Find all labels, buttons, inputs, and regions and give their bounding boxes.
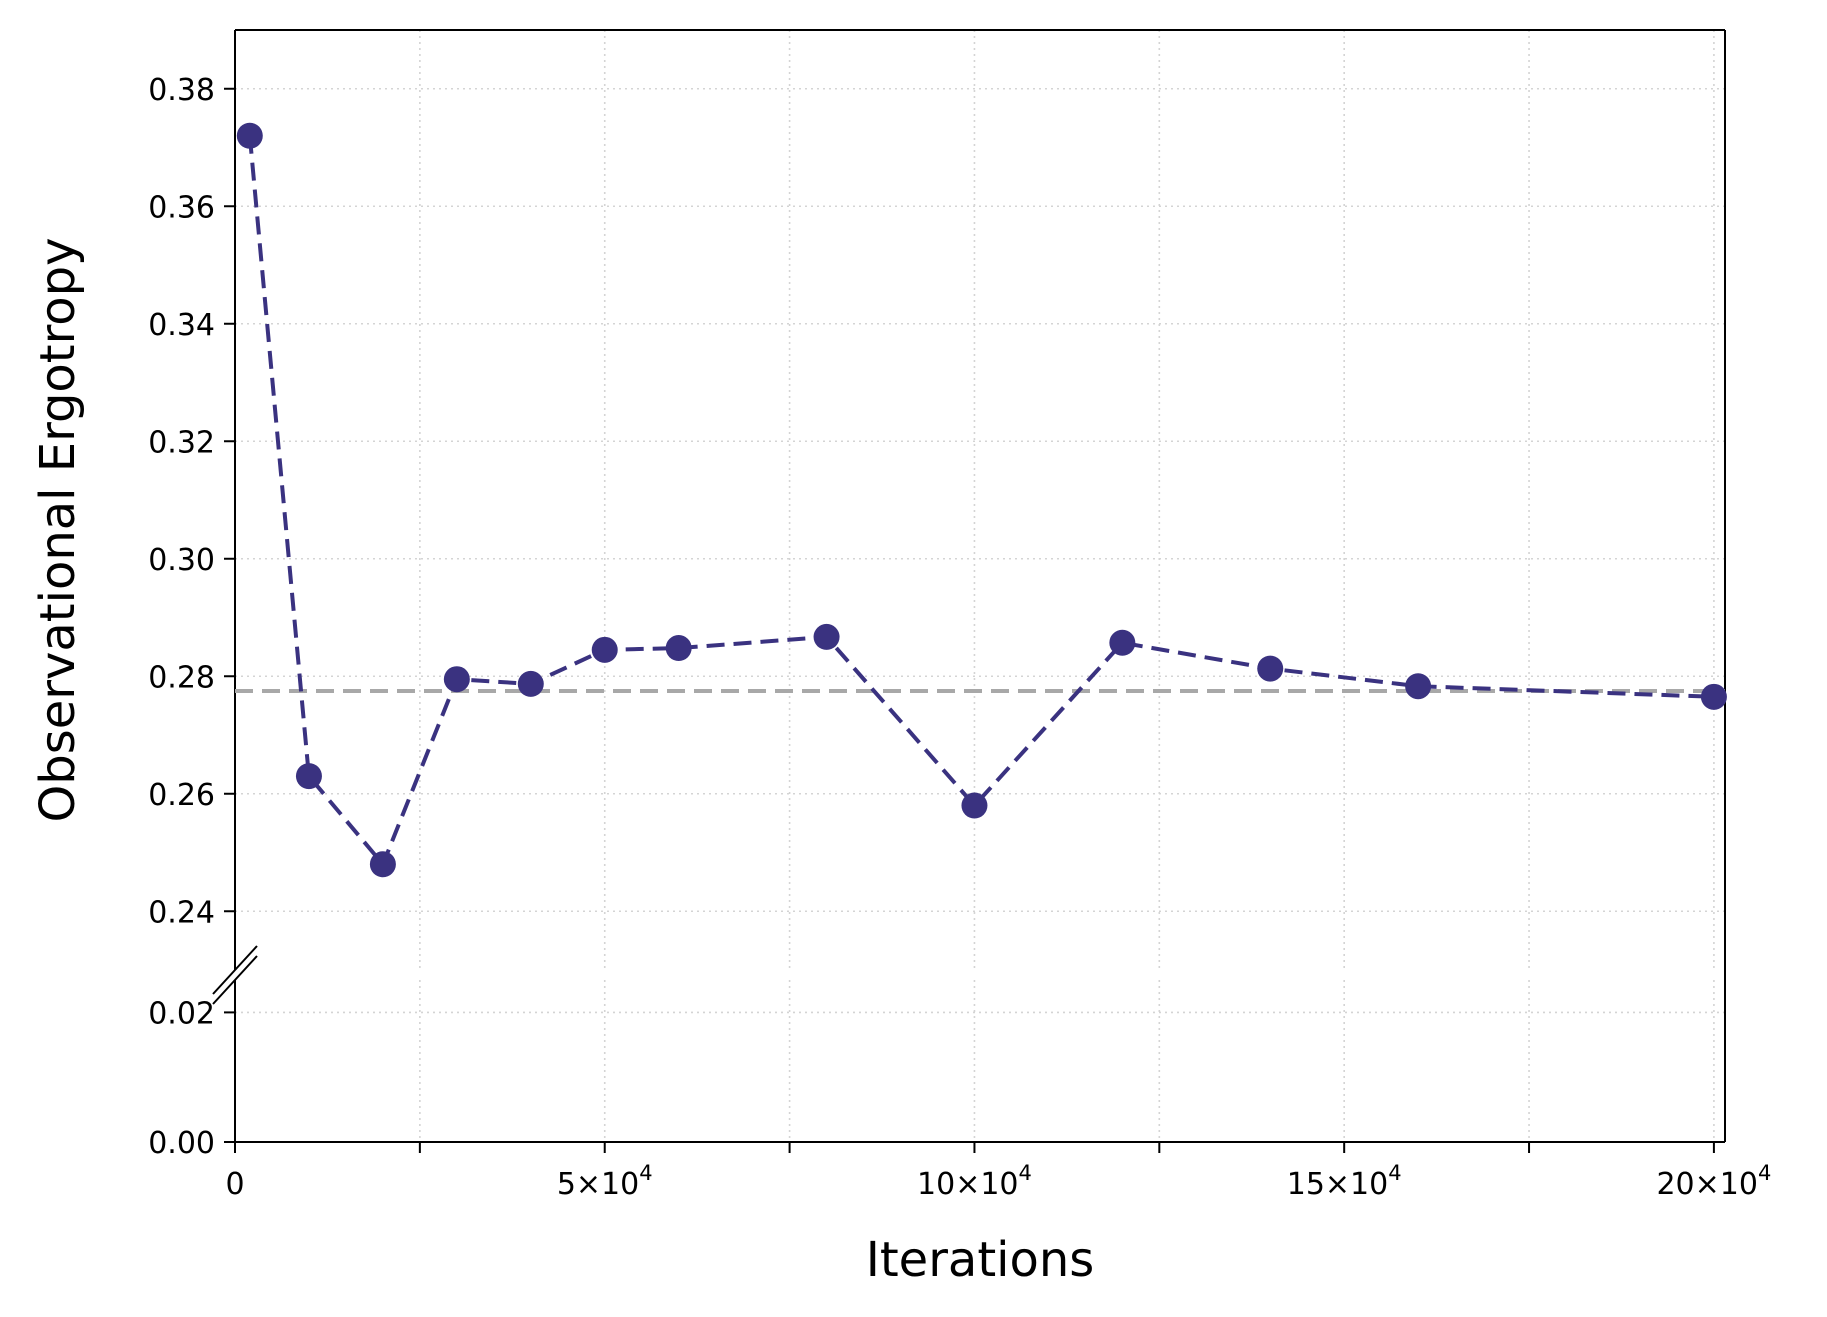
y-tick-label: 0.30 (148, 543, 215, 578)
data-point (236, 122, 263, 149)
y-tick-label: 0.32 (148, 425, 215, 460)
data-point (517, 670, 544, 697)
axis-break-mark (212, 955, 258, 1005)
y-axis-title: Observational Ergotropy (30, 237, 86, 822)
x-tick-label: 5×104 (557, 1161, 653, 1202)
grid (234, 30, 1725, 1142)
x-tick-label: 10×104 (917, 1161, 1032, 1202)
x-tick-label: 20×104 (1656, 1161, 1771, 1202)
y-tick-label: 0.02 (148, 996, 215, 1031)
y-tick-label: 0.28 (148, 660, 215, 695)
y-tick-label: 0.24 (148, 895, 215, 930)
data-point (591, 636, 618, 663)
data-point (1405, 673, 1432, 700)
axis-break-mark (212, 945, 258, 995)
axes (212, 29, 1726, 1143)
series-group (236, 122, 1727, 878)
data-point (1109, 629, 1136, 656)
data-point (665, 635, 692, 662)
y-tick-label: 0.00 (148, 1126, 215, 1161)
tick-labels: 0.24 0.26 0.28 0.30 0.32 0.34 0.36 0.38 0.00 0.02… (148, 73, 1771, 1202)
data-point (1257, 655, 1284, 682)
y-tick-label: 0.36 (148, 190, 215, 225)
x-tick-label: 15×104 (1287, 1161, 1402, 1202)
data-point (295, 763, 322, 790)
data-point (443, 666, 470, 693)
y-tick-label: 0.34 (148, 308, 215, 343)
x-tick-label: 0 (225, 1167, 244, 1202)
ticks (224, 87, 1715, 1153)
x-axis-title: Iterations (866, 1232, 1095, 1288)
data-point (1700, 683, 1727, 710)
data-point (961, 792, 988, 819)
y-tick-label: 0.38 (148, 73, 215, 108)
data-point (369, 851, 396, 878)
data-point (813, 623, 840, 650)
y-tick-label: 0.26 (148, 778, 215, 813)
